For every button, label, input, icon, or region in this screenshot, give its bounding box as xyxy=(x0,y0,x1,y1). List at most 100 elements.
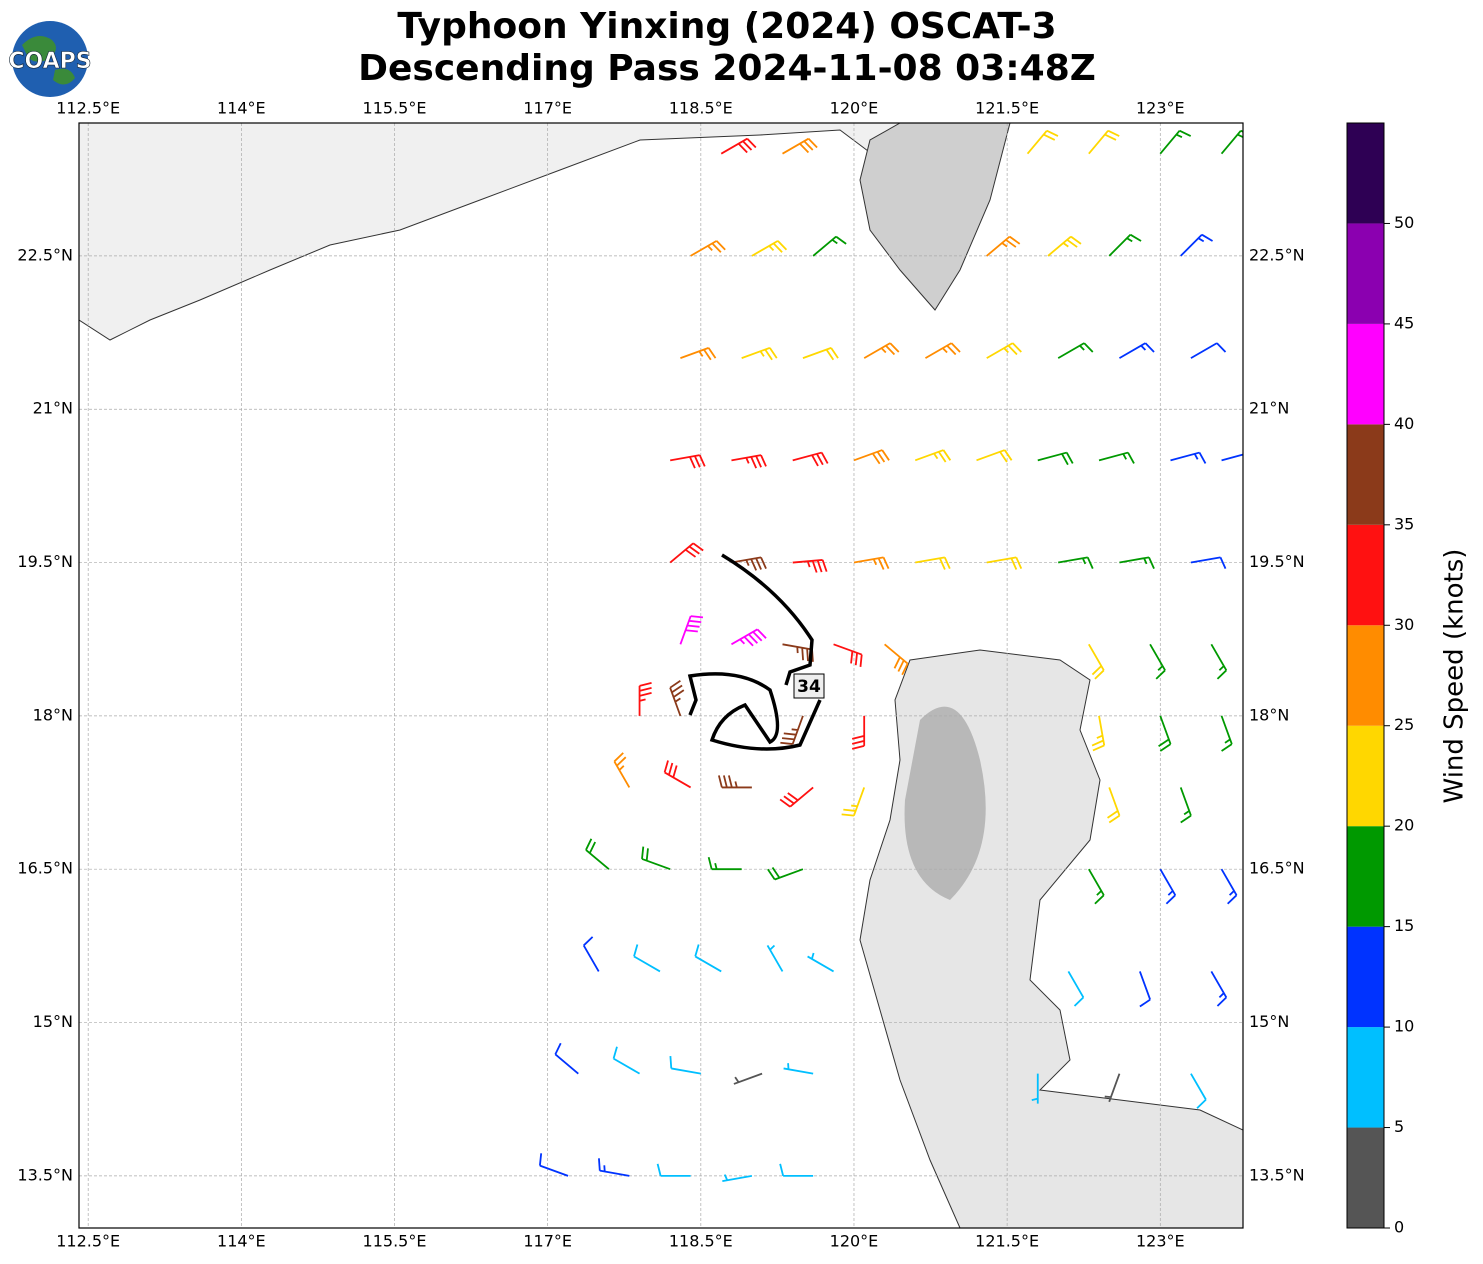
colorbar-bin xyxy=(1347,223,1384,324)
wind-barb xyxy=(613,752,631,788)
x-tick-label: 118.5°E xyxy=(669,1232,733,1251)
wind-barb xyxy=(679,615,704,645)
wind-barb xyxy=(863,342,900,359)
wind-barb xyxy=(1067,970,1085,1007)
colorbar-bin xyxy=(1347,123,1384,224)
wind-barb xyxy=(1139,971,1151,1008)
china-coast xyxy=(79,123,1001,341)
y-tick-label: 13.5°N xyxy=(1249,1165,1305,1184)
colorbar: 0 5 10 15 20 25 30 35 40 45 50 xyxy=(1346,122,1414,1237)
wind-barb xyxy=(853,556,890,570)
contour-34kt xyxy=(687,553,822,751)
wind-barb xyxy=(751,240,788,257)
y-tick-label: 22.5°N xyxy=(1249,245,1305,264)
wind-barb xyxy=(1159,868,1177,905)
barbs xyxy=(538,129,1243,1182)
wind-barb xyxy=(1118,342,1155,359)
x-tick-label: 117°E xyxy=(523,99,572,118)
wind-barb xyxy=(925,342,961,359)
wind-barb xyxy=(1220,129,1243,155)
colorbar-tick-label: 20 xyxy=(1394,816,1414,835)
wind-barb xyxy=(1149,643,1166,680)
colorbar-tick-label: 10 xyxy=(1394,1017,1414,1036)
wind-barb xyxy=(720,137,757,155)
logo: COAPS xyxy=(8,21,92,97)
contour-label-box xyxy=(793,673,825,699)
wind-barb xyxy=(851,715,866,750)
wind-barb xyxy=(802,347,839,361)
wind-barb xyxy=(669,680,685,717)
wind-barb xyxy=(884,643,909,676)
colorbar-bin xyxy=(1347,524,1384,626)
wind-barb xyxy=(731,454,767,469)
logo-land xyxy=(22,36,75,85)
colorbar-bin xyxy=(1347,725,1384,827)
y-tick-label: 15°N xyxy=(33,1012,73,1031)
y-tick-label: 16.5°N xyxy=(17,859,73,878)
wind-barb xyxy=(1057,342,1094,359)
wind-barb xyxy=(538,1153,569,1177)
x-tick-label: 120°E xyxy=(830,1232,879,1251)
wind-barb xyxy=(779,786,814,808)
colorbar-tick-label: 25 xyxy=(1394,715,1414,734)
wind-barb xyxy=(641,846,671,871)
wind-barb xyxy=(554,1042,579,1075)
wind-barb xyxy=(841,787,866,817)
wind-barb xyxy=(1037,451,1074,466)
colorbar-tick-label: 50 xyxy=(1394,213,1414,232)
wind-barb xyxy=(1104,1073,1121,1103)
logo-text: COAPS xyxy=(8,49,91,74)
x-tick-label: 120°E xyxy=(830,99,879,118)
x-tick-label: 114°E xyxy=(217,1232,266,1251)
colorbar-bin xyxy=(1347,926,1384,1028)
taiwan xyxy=(859,123,1011,311)
wind-barb xyxy=(1190,1073,1207,1109)
y-tick-label: 13.5°N xyxy=(17,1165,73,1184)
y-tick-label: 22.5°N xyxy=(17,245,73,264)
wind-barb xyxy=(1058,556,1094,570)
wind-barb xyxy=(779,1163,814,1177)
chart-title: Typhoon Yinxing (2024) OSCAT-3 xyxy=(397,6,1056,47)
wind-barb xyxy=(782,643,814,662)
wind-barb xyxy=(915,556,951,570)
colorbar-bin xyxy=(1347,424,1384,525)
wind-barb xyxy=(663,760,692,789)
colorbar-bin xyxy=(1347,625,1384,726)
wind-barb xyxy=(1107,787,1121,824)
y-tick-label: 19.5°N xyxy=(1249,552,1305,571)
wind-barb xyxy=(722,1174,753,1182)
x-tick-label: 118.5°E xyxy=(669,99,733,118)
wind-barb xyxy=(733,1072,763,1085)
wind-barb xyxy=(680,347,717,361)
colorbar-frame xyxy=(1346,122,1385,1229)
colorbar-bin xyxy=(1347,1027,1384,1128)
land xyxy=(79,123,1243,1228)
wind-barb xyxy=(690,240,726,257)
wind-barb xyxy=(612,1046,641,1075)
wind-barb xyxy=(1047,235,1082,257)
x-tick-label: 112.5°E xyxy=(56,99,120,118)
y-tick-label: 19.5°N xyxy=(17,552,73,571)
wind-barb xyxy=(792,451,829,467)
chart-subtitle: Descending Pass 2024-11-08 03:48Z xyxy=(358,48,1096,89)
colorbar-tick-label: 0 xyxy=(1394,1218,1404,1237)
wind-barb xyxy=(1088,643,1105,680)
colorbar-bin xyxy=(1347,323,1384,425)
x-tick-label: 115.5°E xyxy=(363,99,427,118)
colorbar-tick-label: 5 xyxy=(1394,1117,1404,1136)
wind-barb xyxy=(853,449,890,465)
colorbar-tick-label: 35 xyxy=(1394,514,1414,533)
x-tick-label: 121.5°E xyxy=(975,1232,1039,1251)
wind-barb xyxy=(718,775,752,789)
wind-barb xyxy=(694,944,722,973)
wind-barb xyxy=(1180,233,1214,257)
wind-barb xyxy=(807,952,835,973)
wind-barb xyxy=(812,235,847,257)
colorbar-tick-label: 45 xyxy=(1394,313,1414,332)
wind-barb xyxy=(638,682,652,716)
colorbar-tick-label: 15 xyxy=(1394,916,1414,935)
y-tick-label: 18°N xyxy=(33,705,73,724)
wind-barb xyxy=(585,838,610,870)
wind-barb xyxy=(782,137,818,155)
wind-barb xyxy=(1190,342,1227,359)
